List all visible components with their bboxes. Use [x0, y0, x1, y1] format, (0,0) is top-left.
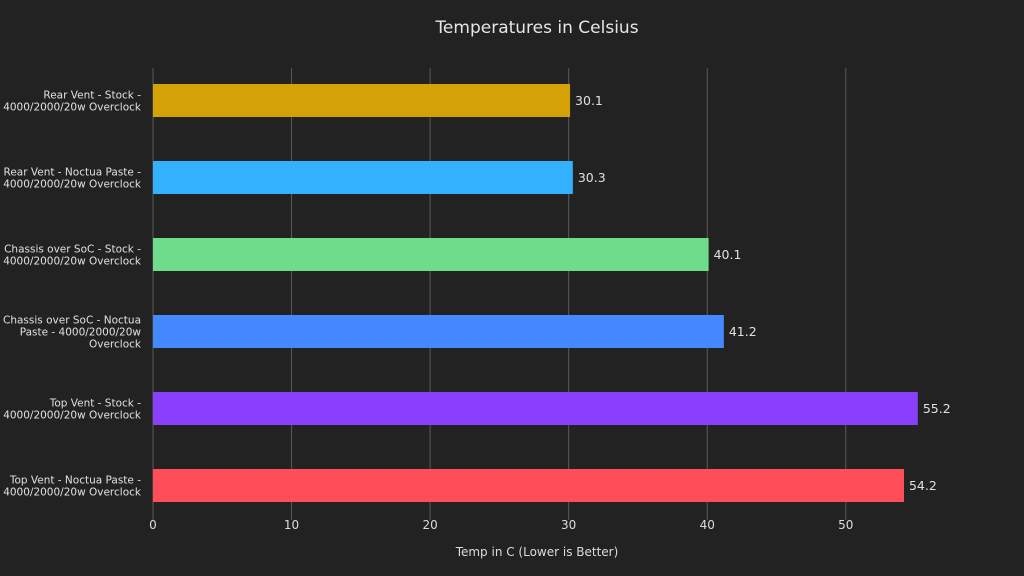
x-tick-label: 30	[561, 518, 576, 532]
category-label-line: Top Vent - Noctua Paste -	[9, 475, 141, 487]
category-label-line: Top Vent - Stock -	[49, 398, 142, 410]
data-label-2: 40.1	[714, 247, 742, 262]
chart-title: Temperatures in Celsius	[434, 18, 638, 38]
bar-2	[153, 238, 709, 271]
bars: 30.1 30.3 40.1 41.2 55.2 54.2	[153, 84, 951, 502]
category-label-line: 4000/2000/20w Overclock	[3, 179, 142, 191]
category-label-line: 4000/2000/20w Overclock	[3, 256, 142, 268]
x-axis-label: Temp in C (Lower is Better)	[455, 545, 619, 559]
category-label-line: Chassis over SoC - Stock -	[4, 244, 141, 256]
category-label-line: Rear Vent - Noctua Paste -	[4, 167, 142, 179]
data-label-3: 41.2	[729, 324, 757, 339]
category-label-4: Top Vent - Stock -4000/2000/20w Overcloc…	[3, 398, 142, 422]
x-tick-label: 0	[149, 518, 157, 532]
category-label-1: Rear Vent - Noctua Paste -4000/2000/20w …	[3, 167, 142, 191]
gridlines	[152, 68, 847, 520]
category-label-line: Overclock	[89, 339, 142, 351]
data-label-0: 30.1	[575, 93, 603, 108]
category-label-line: 4000/2000/20w Overclock	[3, 102, 142, 114]
x-tick-label: 10	[284, 518, 299, 532]
category-labels: Rear Vent - Stock -4000/2000/20w Overclo…	[3, 90, 142, 499]
data-label-5: 54.2	[909, 478, 937, 493]
data-label-1: 30.3	[578, 170, 606, 185]
category-label-0: Rear Vent - Stock -4000/2000/20w Overclo…	[3, 90, 142, 114]
category-label-line: 4000/2000/20w Overclock	[3, 487, 142, 499]
bar-4	[153, 392, 918, 425]
category-label-line: Paste - 4000/2000/20w	[20, 327, 142, 339]
category-label-line: Rear Vent - Stock -	[43, 90, 141, 102]
category-label-3: Chassis over SoC - Noctua Paste - 4000/20…	[3, 315, 142, 351]
bar-0	[153, 84, 571, 117]
x-tick-label: 20	[422, 518, 437, 532]
x-tick-label: 50	[838, 518, 853, 532]
data-label-4: 55.2	[923, 401, 951, 416]
bar-1	[153, 161, 573, 194]
x-tick-label: 40	[700, 518, 715, 532]
bar-5	[153, 469, 904, 502]
bar-3	[153, 315, 724, 348]
x-axis-ticks: 0 10 20 30 40 50	[149, 518, 853, 532]
category-label-line: 4000/2000/20w Overclock	[3, 410, 142, 422]
category-label-line: Chassis over SoC - Noctua	[3, 315, 141, 327]
category-label-5: Top Vent - Noctua Paste -4000/2000/20w O…	[3, 475, 142, 499]
category-label-2: Chassis over SoC - Stock -4000/2000/20w …	[3, 244, 142, 268]
